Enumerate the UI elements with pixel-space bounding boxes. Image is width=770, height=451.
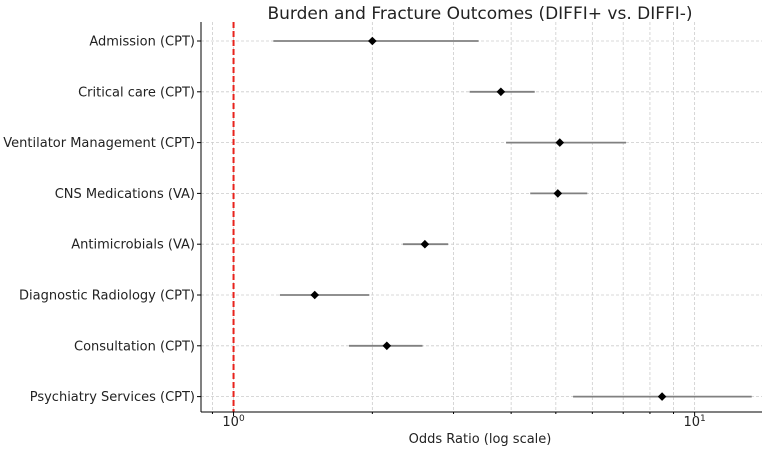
category-label: Admission (CPT) [89,35,195,50]
axis-layer [197,22,762,416]
odds-ratio-marker [553,189,563,198]
odds-ratio-marker [420,239,430,249]
odds-ratio-marker [382,341,392,351]
chart-title: Burden and Fracture Outcomes (DIFFI+ vs.… [267,4,692,24]
category-label: Consultation (CPT) [74,339,195,354]
odds-ratio-marker [368,36,377,46]
x-axis-title: Odds Ratio (log scale) [409,432,552,447]
marker-layer [310,36,667,401]
x-tick-label: 101 [683,414,705,430]
label-layer: Admission (CPT) Critical care (CPT) Ventil… [3,35,705,431]
odds-ratio-marker [496,87,506,97]
category-label: Antimicrobials (VA) [71,238,195,253]
grid-layer [201,22,762,412]
category-label: Critical care (CPT) [78,85,195,100]
odds-ratio-marker [555,138,565,147]
odds-ratio-marker [310,290,320,300]
category-label: Psychiatry Services (CPT) [30,390,195,405]
category-label: Diagnostic Radiology (CPT) [19,289,195,304]
ci-layer [273,40,752,398]
category-label: CNS Medications (VA) [55,187,195,202]
x-tick-label: 100 [222,414,245,430]
category-label: Ventilator Management (CPT) [3,136,195,151]
odds-ratio-marker [657,392,667,401]
